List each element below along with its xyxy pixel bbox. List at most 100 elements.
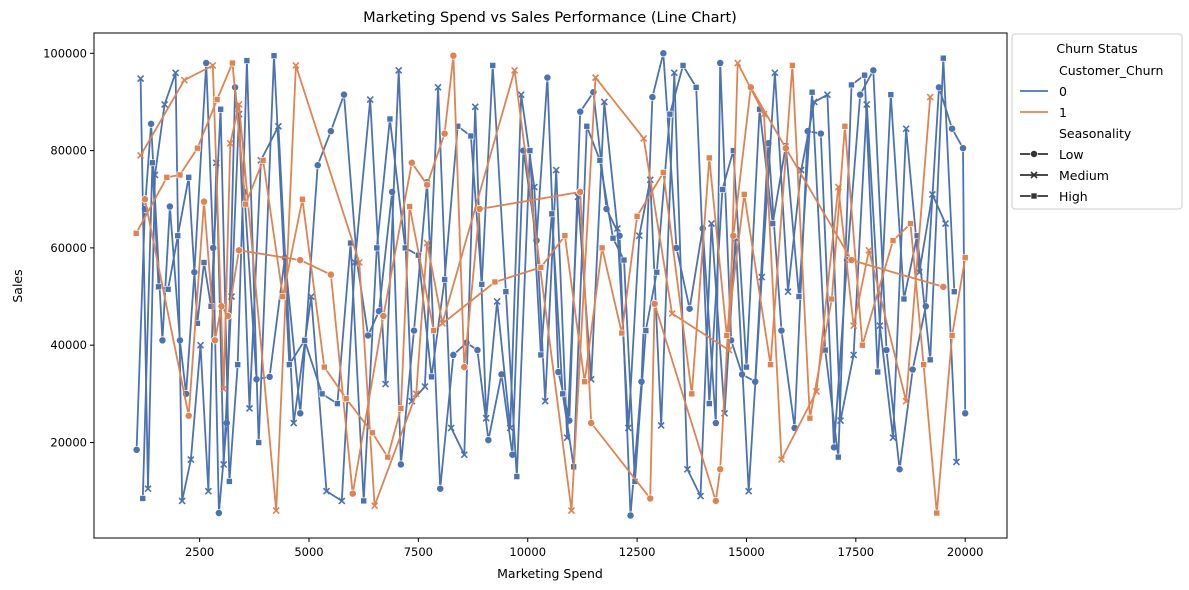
series-churn-1-low-point — [296, 256, 305, 265]
series-churn-0-high-point — [301, 337, 308, 344]
x-tick-label: 10000 — [509, 545, 546, 559]
series-churn-0-medium-point — [889, 434, 897, 442]
series-churn-0-low-point — [869, 66, 878, 75]
series-churn-0-low-point — [313, 161, 322, 170]
series-churn-0-high-point — [559, 390, 567, 398]
series-churn-0-medium-point — [657, 421, 665, 430]
series-churn-1-high-point — [321, 363, 328, 371]
series-churn-0-low-point — [576, 107, 585, 116]
series-churn-1-medium-point — [725, 346, 733, 354]
series-churn-0-medium-point — [447, 424, 455, 432]
series-churn-0-medium-point — [220, 460, 228, 468]
series-churn-0-medium-point — [421, 382, 429, 391]
series-churn-1-high-point — [176, 171, 184, 179]
series-churn-0-medium-point — [482, 414, 490, 422]
series-churn-1-high-point — [859, 341, 866, 349]
series-churn-0-medium-point — [696, 492, 705, 500]
series-churn-0-low-point — [436, 484, 445, 493]
series-churn-1-high-point — [430, 327, 437, 334]
series-churn-0-low-point — [396, 460, 405, 469]
series-churn-1-high-point — [961, 254, 969, 261]
series-churn-0-medium-point — [850, 351, 858, 359]
x-tick-label: 15000 — [728, 545, 765, 559]
series-churn-0-high-point — [373, 244, 381, 252]
series-churn-0-high-point — [428, 373, 435, 381]
series-churn-1-high-point — [163, 174, 171, 181]
legend-hue-title: Customer_Churn — [1059, 63, 1163, 78]
series-churn-0-high-point — [653, 268, 661, 276]
series-churn-0-medium-point — [670, 69, 678, 77]
series-churn-0-high-point — [155, 283, 162, 291]
series-churn-0-medium-point — [322, 487, 331, 495]
x-tick-label: 5000 — [294, 545, 323, 559]
series-churn-0-high-point — [848, 81, 855, 89]
series-churn-1-medium-line — [139, 62, 932, 512]
x-axis: 2500 5000 7500 10000 12500 15000 17500 20000 — [185, 538, 983, 559]
series-churn-0-high-point — [360, 497, 367, 505]
series-churn-0-high-point — [270, 52, 278, 60]
series-churn-1-medium-point — [902, 397, 910, 405]
series-churn-0-medium-point — [635, 232, 643, 240]
series-churn-1-medium-point — [412, 390, 420, 398]
series-churn-0-low-point — [921, 302, 930, 311]
series-churn-0-high-line — [141, 54, 956, 502]
series-churn-1-medium-point — [591, 74, 600, 82]
series-churn-1-high-point — [342, 395, 350, 403]
legend-title: Churn Status — [1056, 41, 1137, 56]
series-churn-0-medium-point — [928, 190, 936, 198]
series-churn-0-high-point — [200, 259, 208, 266]
series-churn-0-high-point — [926, 356, 934, 364]
series-churn-1-medium-point — [423, 239, 431, 247]
series-churn-0-high-point — [642, 327, 650, 334]
series-churn-0-medium-point — [758, 273, 766, 281]
series-churn-1-low-point — [711, 496, 720, 505]
series-churn-1-high-point — [618, 329, 626, 337]
series-churn-1-high-point — [767, 361, 774, 368]
series-churn-1-low-point — [423, 180, 432, 189]
series-churn-0-medium-point — [493, 297, 501, 305]
series-churn-0-high-point — [583, 122, 591, 130]
series-churn-0-low-point — [659, 49, 668, 58]
series-churn-0-high-point — [526, 147, 534, 154]
series-churn-0-low-point — [165, 202, 174, 211]
series-churn-1-medium-point — [180, 76, 188, 84]
series-churn-0-high-point — [620, 256, 628, 264]
series-churn-1-high-point — [933, 509, 941, 517]
series-churn-0-medium-point — [902, 125, 910, 133]
legend-label-churn-0: 0 — [1059, 84, 1067, 99]
series-churn-0-low-point — [158, 336, 167, 345]
series-churn-0-medium-point — [338, 497, 346, 505]
series-churn-0-high-point — [679, 62, 687, 69]
series-churn-0-medium-point — [307, 292, 315, 301]
series-churn-0-low-point — [326, 127, 335, 136]
series-churn-0-medium-point — [434, 83, 442, 91]
series-churn-0-high-point — [861, 71, 868, 79]
series-churn-0-low-point — [222, 419, 231, 427]
series-churn-0-medium-point — [460, 451, 468, 459]
series-churn-0-medium-point — [506, 424, 514, 432]
series-churn-1-high-point — [806, 414, 814, 422]
series-churn-0-high-point — [243, 57, 251, 64]
legend-label-churn-1: 1 — [1059, 105, 1067, 120]
series-churn-1-low-point — [939, 282, 948, 291]
series-churn-0-high-point — [318, 390, 326, 398]
series-churn-1-medium-point — [511, 66, 519, 74]
series-churn-1-high-point — [723, 332, 731, 339]
series-churn-1-high-point — [889, 237, 897, 244]
series-churn-0-low-point — [856, 90, 865, 99]
series-churn-0-high-point — [705, 400, 713, 407]
legend-label-medium: Medium — [1059, 168, 1109, 183]
series-churn-1-high-point — [537, 264, 545, 271]
series-churn-0-low-point — [959, 144, 967, 153]
series-churn-0-medium-point — [613, 224, 621, 233]
series-churn-0-medium-point — [941, 220, 950, 228]
series-churn-1-low-point — [200, 197, 208, 206]
series-churn-0-high-point — [174, 232, 182, 240]
series-churn-1-high-point — [397, 405, 405, 412]
series-churn-0-high-point — [537, 351, 545, 359]
series-churn-0-high-point — [950, 288, 958, 295]
legend-marker-x — [1030, 171, 1038, 179]
series-churn-0-low-point — [711, 419, 720, 427]
series-churn-1-high-point — [598, 244, 606, 252]
series-churn-1-low-point — [184, 411, 193, 420]
